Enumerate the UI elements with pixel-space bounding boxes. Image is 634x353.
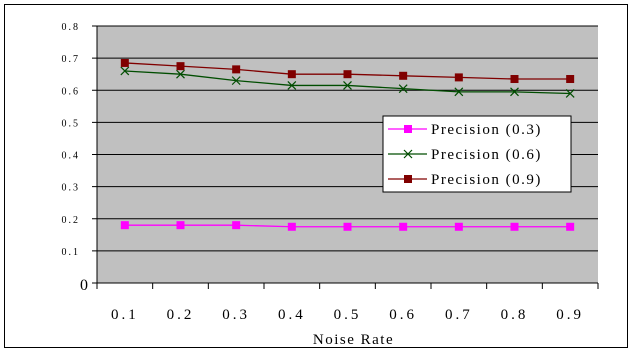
legend-label: Precision (0.3) [431,122,542,138]
series-3 [120,58,575,84]
x-marker-stroke [403,149,413,159]
legend-label: Precision (0.9) [431,172,542,188]
data-point [454,87,464,97]
y-tick-label: 0.1 [62,247,81,258]
x-tick-label: 0.9 [556,307,584,323]
y-axis-ticks: 0 0.1 0.2 0.3 0.4 0.5 0.6 0.7 0.8 [62,22,97,294]
data-point [566,222,575,231]
x-marker-stroke [120,66,130,76]
x-marker-stroke [510,87,519,97]
x-tick-label: 0.1 [111,307,139,323]
x-tick-label: 0.8 [501,307,529,323]
data-point [343,222,352,231]
x-tick-label: 0.3 [222,307,250,323]
data-point [565,89,575,98]
x-tick-label: 0.4 [278,307,306,323]
data-point [120,66,130,76]
data-point [287,70,296,79]
series-group [120,58,575,231]
series-1 [120,221,575,231]
data-point [287,81,297,90]
x-tick-label: 0.2 [167,307,195,323]
legend-item: Precision (0.6) [388,147,542,163]
y-tick-label: 0.8 [62,22,81,33]
data-point [510,75,519,84]
x-marker-stroke [343,81,352,90]
legend-item: Precision (0.9) [388,172,542,188]
y-tick-label: 0.5 [62,118,81,129]
data-point [398,84,408,94]
x-tick-label: 0.7 [445,307,473,323]
x-tick-label: 0.6 [389,307,417,323]
y-tick-label: 0.3 [62,183,81,194]
series-2 [120,66,575,98]
x-marker-stroke [565,89,575,98]
x-marker-stroke [398,84,408,94]
y-tick-label: 0.4 [62,151,81,162]
data-point [232,65,241,74]
legend-item: Precision (0.3) [388,122,542,138]
data-point [176,69,185,79]
x-marker-stroke [231,76,241,86]
legend-swatch-marker [404,125,412,133]
x-marker-stroke [287,81,297,90]
x-marker-stroke [176,69,185,79]
y-tick-label: 0 [80,277,88,294]
y-tick-label: 0.7 [62,54,81,65]
data-point [454,73,463,82]
data-point [399,222,408,231]
data-point [399,71,408,80]
x-axis-ticks: 0.1 0.2 0.3 0.4 0.5 0.6 0.7 0.8 0.9 [96,283,599,323]
legend-swatch-marker [404,175,412,183]
data-point [232,221,241,230]
data-point [566,75,575,84]
x-tick-label: 0.5 [334,307,362,323]
x-axis-title: Noise Rate [313,332,394,348]
data-point [231,76,241,86]
data-point [510,222,519,231]
data-point [176,221,185,230]
x-marker-stroke [454,87,464,97]
legend-label: Precision (0.6) [431,147,542,163]
y-tick-label: 0.2 [62,215,81,226]
y-tick-label: 0.6 [62,86,81,97]
data-point [176,62,185,71]
legend: Precision (0.3) Precision (0.6) Precision … [382,115,572,193]
data-point [454,222,463,231]
data-point [120,58,129,67]
data-point [287,222,296,231]
data-point [510,87,519,97]
data-point [343,70,352,79]
data-point [120,221,129,230]
data-point [343,81,352,90]
legend-swatch-marker [403,149,413,159]
